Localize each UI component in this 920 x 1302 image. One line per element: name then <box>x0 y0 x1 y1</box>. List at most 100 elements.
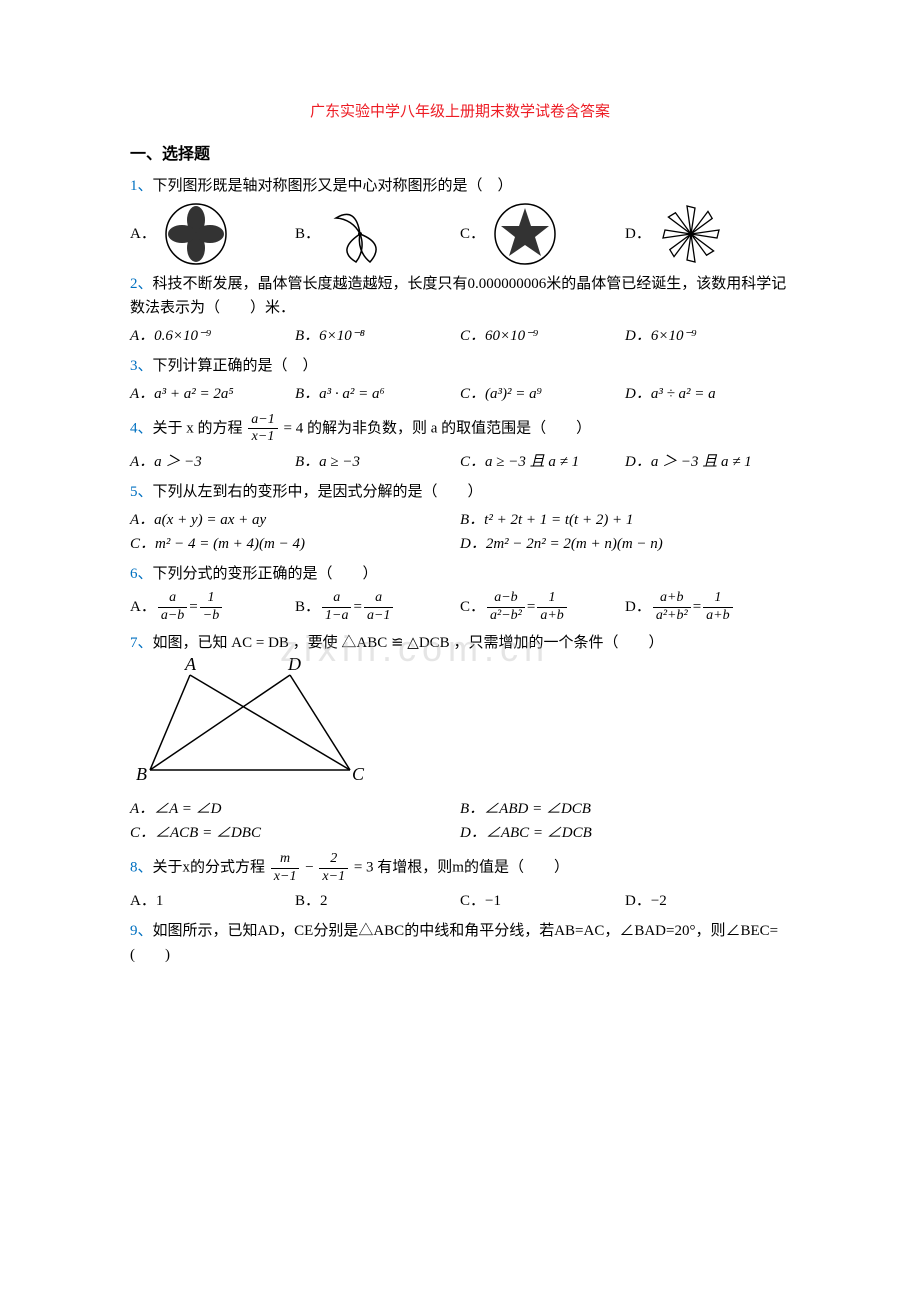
q3-opt-b: B．a³ · a² = a⁶ <box>295 382 460 406</box>
vertex-c: C <box>352 764 365 784</box>
q3-num: 3、 <box>130 358 153 374</box>
q2-opt-a: A．0.6×10⁻⁹ <box>130 324 295 348</box>
opt-label: C． <box>460 595 485 619</box>
frac-num: a−b <box>487 590 525 608</box>
fan-icon <box>328 202 392 266</box>
opt-label: B． <box>295 222 320 246</box>
q3-opt-a: A．a³ + a² = 2a⁵ <box>130 382 295 406</box>
q4-num: 4、 <box>130 420 153 436</box>
opt-label: A． <box>130 222 156 246</box>
q1-opt-c: C． <box>460 202 625 266</box>
q6-opt-c: C． a−ba²−b² = 1a+b <box>460 590 625 625</box>
vertex-a: A <box>184 655 197 674</box>
frac-den: 1−a <box>322 608 351 625</box>
q1-opt-b: B． <box>295 202 460 266</box>
eq: = <box>353 595 361 619</box>
frac-num: a <box>158 590 187 608</box>
question-5: 5、下列从左到右的变形中，是因式分解的是（ ） A．a(x + y) = ax … <box>130 480 790 556</box>
page-title: 广东实验中学八年级上册期末数学试卷含答案 <box>130 100 790 124</box>
section-header: 一、选择题 <box>130 142 790 168</box>
question-9: 9、如图所示，已知AD，CE分别是△ABC的中线和角平分线，若AB=AC，∠BA… <box>130 919 790 967</box>
question-6: 6、下列分式的变形正确的是（ ） A． aa−b = 1−b B． a 1−a =… <box>130 562 790 625</box>
q1-opt-a: A． <box>130 202 295 266</box>
q6-opt-d: D． a+ba²+b² = 1a+b <box>625 590 790 625</box>
q5-num: 5、 <box>130 484 153 500</box>
question-4: 4、关于 x 的方程 a−1x−1 = 4 的解为非负数，则 a 的取值范围是（… <box>130 412 790 475</box>
q7-opt-b: B．∠ABD = ∠DCB <box>460 797 790 821</box>
frac-num: a+b <box>653 590 691 608</box>
q2-opt-b: B．6×10⁻⁸ <box>295 324 460 348</box>
question-8: 8、关于x的分式方程 mx−1 − 2x−1 = 3 有增根，则m的值是（ ） … <box>130 851 790 914</box>
frac-den: a−1 <box>364 608 393 625</box>
frac-num: m <box>271 851 300 869</box>
minus: − <box>305 860 317 876</box>
q7-num: 7、 <box>130 635 153 651</box>
opt-label: B． <box>295 595 320 619</box>
eq: = <box>693 595 701 619</box>
q7-opt-d: D．∠ABC = ∠DCB <box>460 821 790 845</box>
question-3: 3、下列计算正确的是（ ） A．a³ + a² = 2a⁵ B．a³ · a² … <box>130 354 790 406</box>
q9-num: 9、 <box>130 923 153 939</box>
q5-opt-b: B．t² + 2t + 1 = t(t + 2) + 1 <box>460 508 790 532</box>
petal-circle-icon <box>164 202 228 266</box>
q5-opt-c: C．m² − 4 = (m + 4)(m − 4) <box>130 532 460 556</box>
q7-text: 如图，已知 AC = DB ，要使 △ABC ≌ △DCB ，只需增加的一个条件… <box>153 635 664 651</box>
q4-post: = 4 的解为非负数，则 a 的取值范围是（ ） <box>283 420 591 436</box>
q1-opt-d: D． <box>625 202 790 266</box>
q2-num: 2、 <box>130 276 153 292</box>
q4-frac: a−1x−1 <box>248 412 277 447</box>
q8-opt-d: D．−2 <box>625 889 790 913</box>
q7-opt-a: A．∠A = ∠D <box>130 797 460 821</box>
frac-num: 2 <box>319 851 348 869</box>
frac-den: x−1 <box>248 429 277 446</box>
frac-num: a−1 <box>248 412 277 430</box>
eq: = <box>527 595 535 619</box>
opt-label: C． <box>460 222 485 246</box>
q1-text: 下列图形既是轴对称图形又是中心对称图形的是（ ） <box>153 178 513 194</box>
frac-den: x−1 <box>271 869 300 886</box>
q5-opt-d: D．2m² − 2n² = 2(m + n)(m − n) <box>460 532 790 556</box>
frac-den: a²+b² <box>653 608 691 625</box>
frac-den: a+b <box>537 608 566 625</box>
question-7: 7、如图，已知 AC = DB ，要使 △ABC ≌ △DCB ，只需增加的一个… <box>130 631 790 845</box>
question-1: 1、下列图形既是轴对称图形又是中心对称图形的是（ ） A． B． <box>130 174 790 266</box>
star-circle-icon <box>493 202 557 266</box>
opt-label: A． <box>130 595 156 619</box>
q2-opt-c: C．60×10⁻⁹ <box>460 324 625 348</box>
q6-num: 6、 <box>130 566 153 582</box>
q3-opt-d: D．a³ ÷ a² = a <box>625 382 790 406</box>
vertex-d: D <box>287 655 301 674</box>
q8-pre: 关于x的分式方程 <box>153 860 269 876</box>
q2-opt-d: D．6×10⁻⁹ <box>625 324 790 348</box>
q3-text: 下列计算正确的是（ ） <box>153 358 318 374</box>
frac-num: 1 <box>703 590 732 608</box>
q5-opt-a: A．a(x + y) = ax + ay <box>130 508 460 532</box>
question-2: 2、科技不断发展，晶体管长度越造越短，长度只有0.000000006米的晶体管已… <box>130 272 790 348</box>
q6-opt-b: B． a1−a = aa−1 <box>295 590 460 625</box>
pinwheel-icon <box>659 202 723 266</box>
q6-text: 下列分式的变形正确的是（ ） <box>153 566 378 582</box>
q9-text: 如图所示，已知AD，CE分别是△ABC的中线和角平分线，若AB=AC，∠BAD=… <box>130 923 778 963</box>
q1-num: 1、 <box>130 178 153 194</box>
frac-den: a²−b² <box>487 608 525 625</box>
q8-opt-b: B．2 <box>295 889 460 913</box>
q4-opt-b: B．a ≥ −3 <box>295 450 460 474</box>
frac-den: a−b <box>158 608 187 625</box>
opt-label: D． <box>625 595 651 619</box>
q6-opt-a: A． aa−b = 1−b <box>130 590 295 625</box>
q8-post: = 3 有增根，则m的值是（ ） <box>354 860 569 876</box>
q4-opt-d: D．a ＞ −3 且 a ≠ 1 <box>625 450 790 474</box>
q2-text: 科技不断发展，晶体管长度越造越短，长度只有0.000000006米的晶体管已经诞… <box>130 276 786 316</box>
vertex-b: B <box>136 764 147 784</box>
q8-opt-a: A．1 <box>130 889 295 913</box>
q3-opt-c: C．(a³)² = a⁹ <box>460 382 625 406</box>
frac-num: a <box>364 590 393 608</box>
frac-den: x−1 <box>319 869 348 886</box>
q4-pre: 关于 x 的方程 <box>153 420 243 436</box>
q5-text: 下列从左到右的变形中，是因式分解的是（ ） <box>153 484 483 500</box>
q8-num: 8、 <box>130 860 153 876</box>
opt-label: D． <box>625 222 651 246</box>
q4-opt-c: C．a ≥ −3 且 a ≠ 1 <box>460 450 625 474</box>
frac-num: 1 <box>200 590 222 608</box>
triangle-diagram: A D B C <box>130 655 370 785</box>
